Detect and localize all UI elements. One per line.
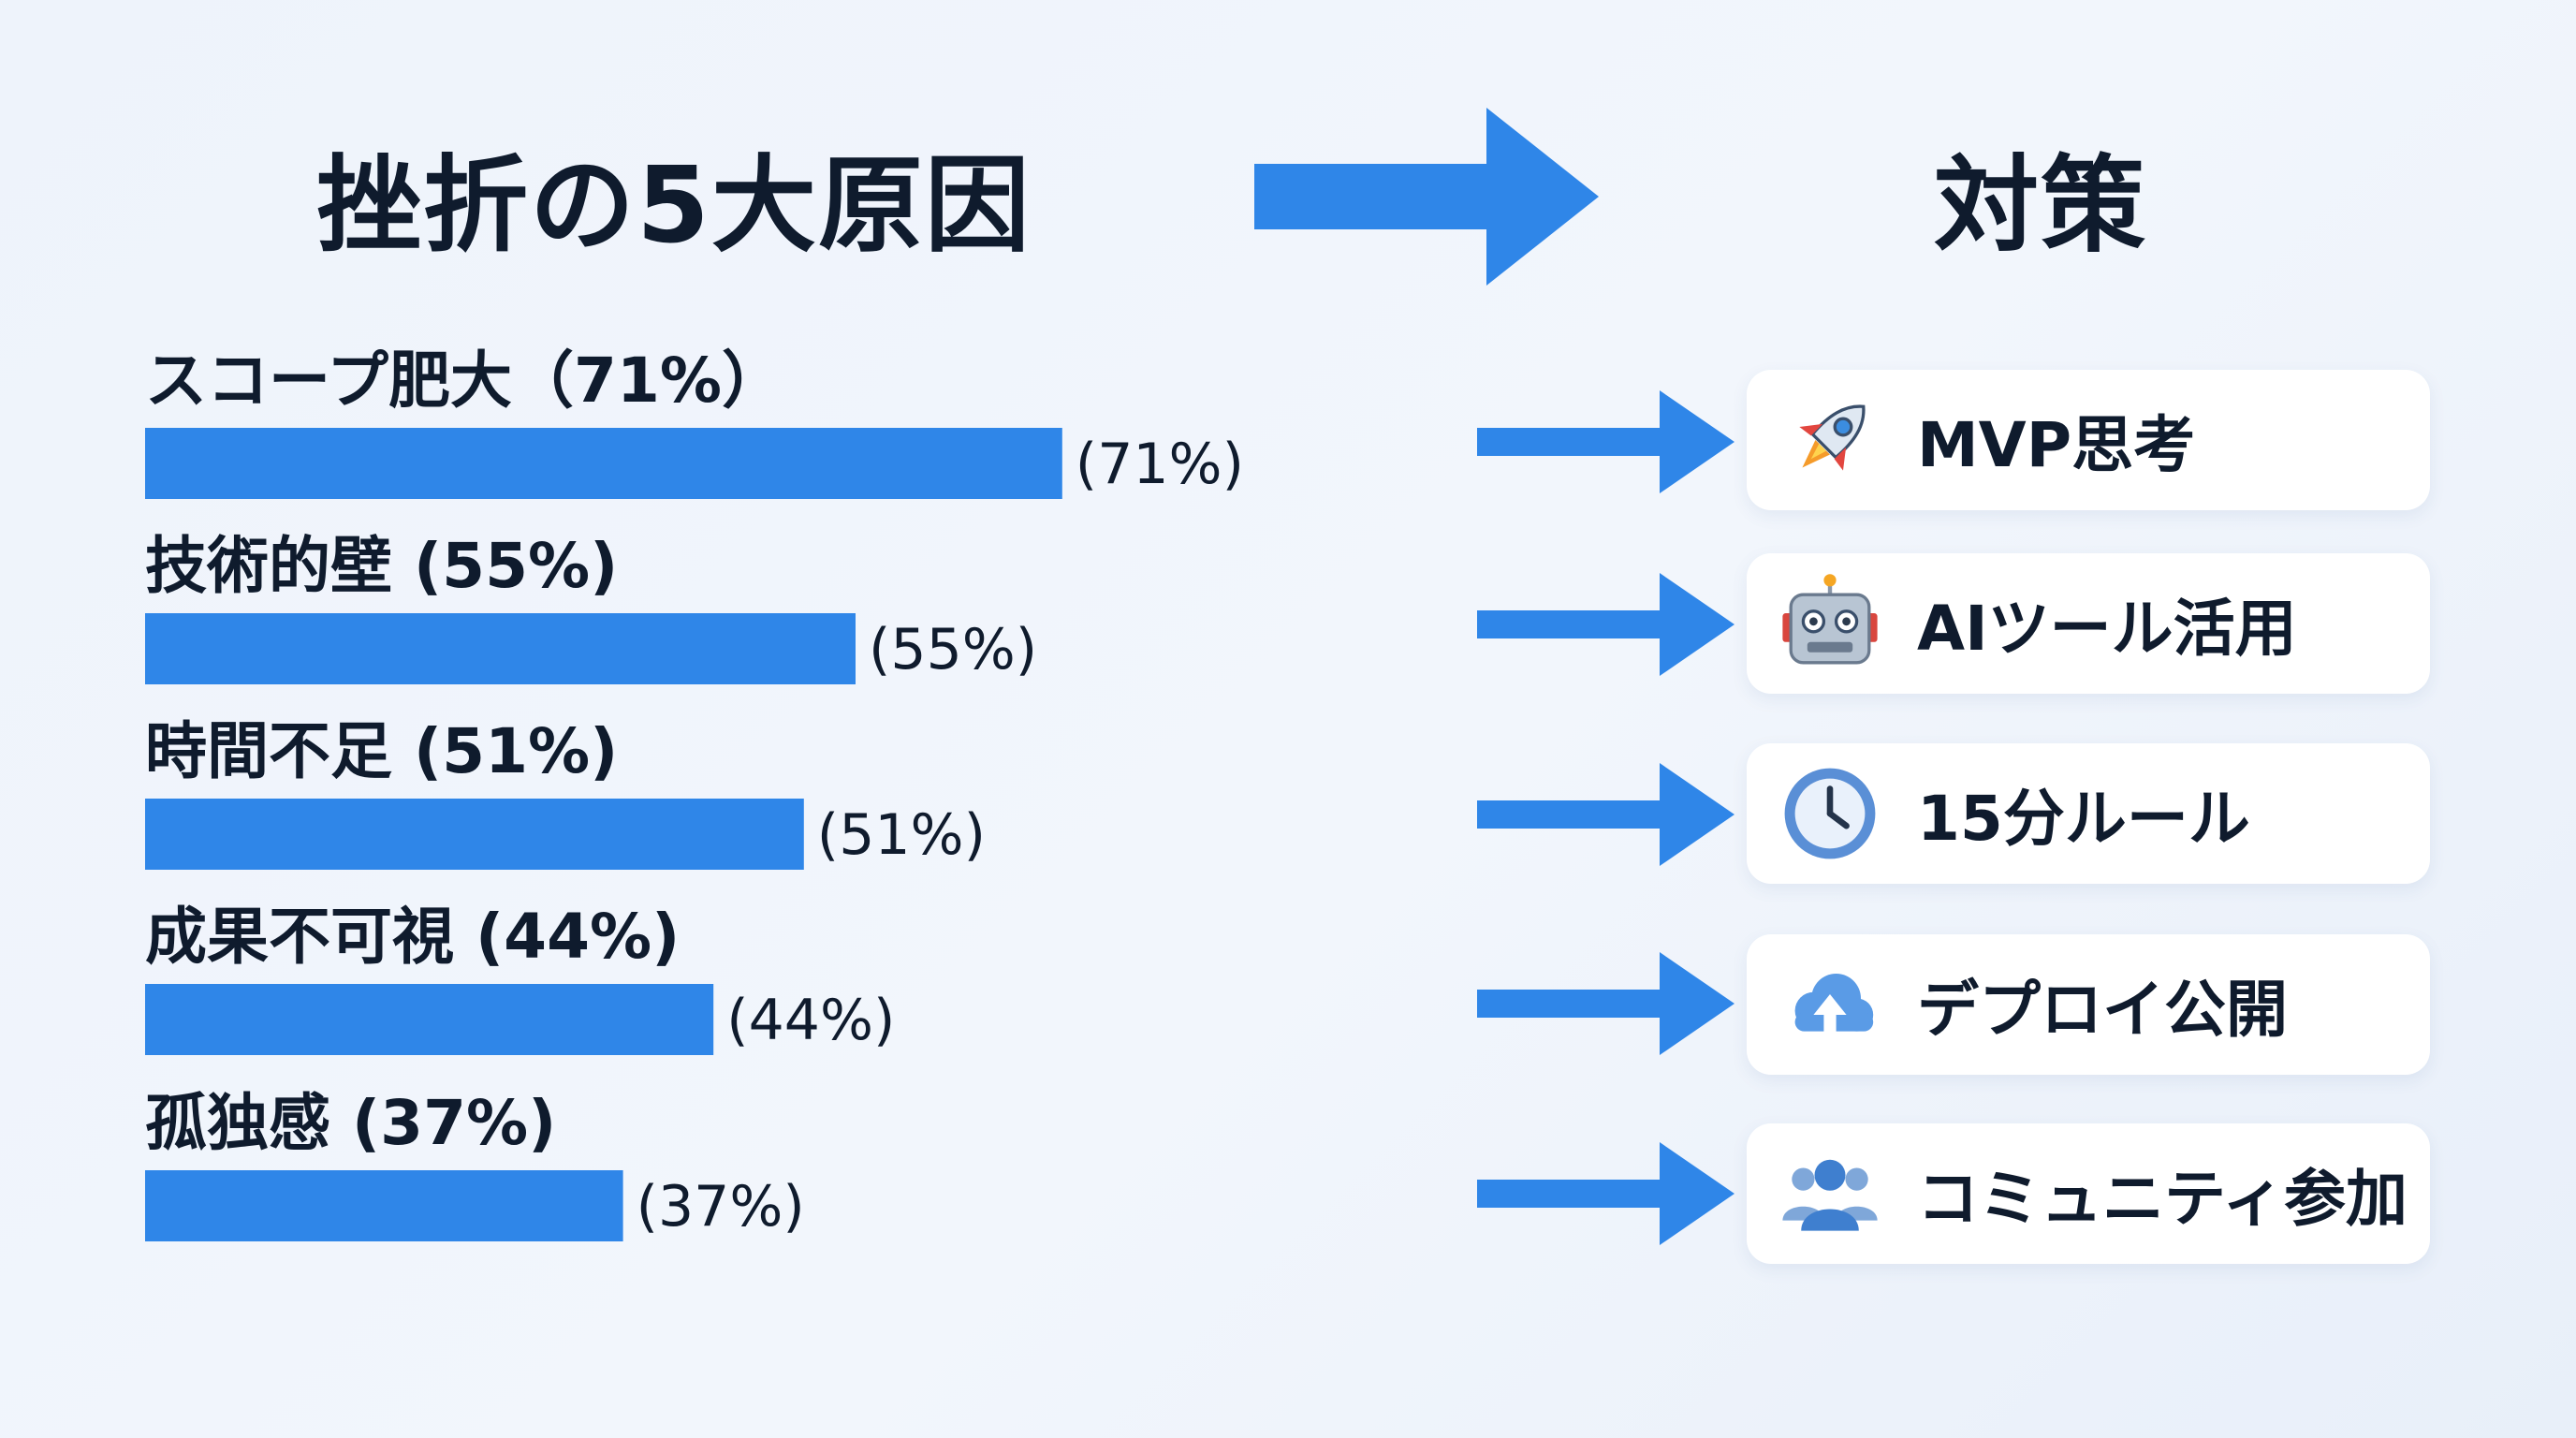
people-icon <box>1782 1159 1878 1231</box>
bar-category-label: 成果不可視 (44%) <box>145 901 680 973</box>
countermeasure-label: AIツール活用 <box>1917 593 2297 665</box>
countermeasure-label: 15分ルール <box>1917 783 2250 855</box>
countermeasure-card-15min: 15分ルール <box>1747 743 2430 884</box>
bar-chart: スコープ肥大（71%） (71%) 技術的壁 (55%) (55%) 時間不足 (51%… <box>145 345 1244 1241</box>
arrow-icon <box>1477 1142 1734 1245</box>
bar <box>145 428 1062 499</box>
countermeasure-label: MVP思考 <box>1917 409 2196 481</box>
bar <box>145 984 714 1055</box>
countermeasure-card-mvp: MVP思考 <box>1747 370 2430 510</box>
bar-category-label: 孤独感 (37%) <box>145 1087 556 1159</box>
left-title: 挫折の5大原因 <box>316 145 1032 267</box>
arrow-icon <box>1477 952 1734 1055</box>
bar-value-label: (55%) <box>869 617 1037 682</box>
countermeasure-label: デプロイ公開 <box>1917 974 2288 1046</box>
clock-icon <box>1784 768 1876 859</box>
bar-value-label: (37%) <box>637 1174 805 1240</box>
cloud-upload-icon <box>1794 974 1874 1040</box>
right-title: 対策 <box>1934 145 2147 267</box>
bar-category-label: スコープ肥大（71%） <box>145 345 783 417</box>
countermeasure-card-deploy: デプロイ公開 <box>1747 934 2430 1075</box>
main-arrow-icon <box>1254 108 1599 286</box>
bar <box>145 1170 623 1241</box>
countermeasure-label: コミュニティ参加 <box>1917 1163 2408 1235</box>
bar-category-label: 時間不足 (51%) <box>145 715 618 787</box>
bar <box>145 799 804 870</box>
countermeasure-card-community: コミュニティ参加 <box>1747 1123 2430 1264</box>
bar-value-label: (44%) <box>726 988 895 1053</box>
arrow-icon <box>1477 763 1734 866</box>
bar <box>145 613 856 684</box>
bar-value-label: (71%) <box>1076 432 1244 497</box>
countermeasure-card-ai: AIツール活用 <box>1747 553 2430 694</box>
rocket-icon <box>1799 404 1866 471</box>
arrow-icon <box>1477 390 1734 493</box>
arrow-icon <box>1477 573 1734 676</box>
bar-category-label: 技術的壁 (55%) <box>145 530 618 602</box>
bar-value-label: (51%) <box>817 802 986 868</box>
robot-icon <box>1782 574 1878 665</box>
